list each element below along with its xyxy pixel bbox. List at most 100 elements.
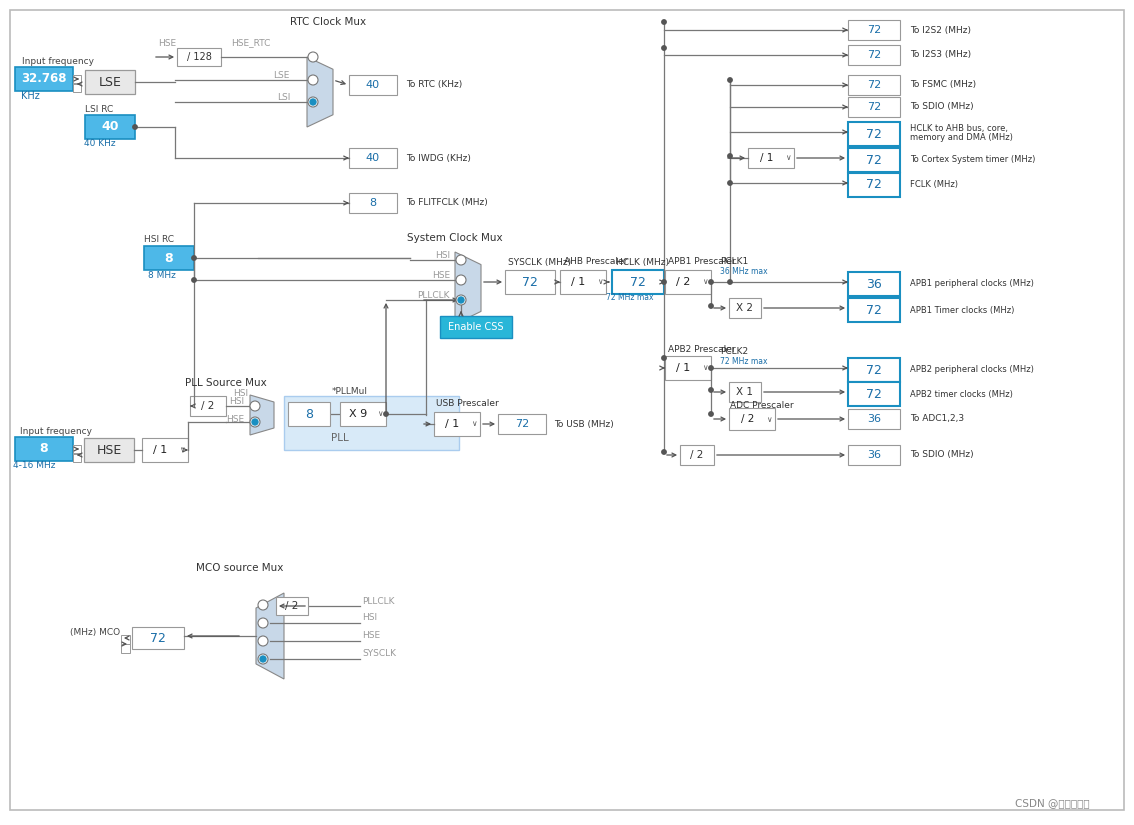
Text: X 2: X 2 xyxy=(736,303,753,313)
Text: CSDN @我是小白呀: CSDN @我是小白呀 xyxy=(1015,798,1090,808)
Text: X 9: X 9 xyxy=(349,409,367,419)
Text: 72: 72 xyxy=(866,178,882,191)
Circle shape xyxy=(709,365,713,370)
FancyBboxPatch shape xyxy=(848,445,900,465)
Circle shape xyxy=(259,654,268,664)
Text: SYSCLK (MHz): SYSCLK (MHz) xyxy=(508,257,572,266)
Text: APB1 Prescaler: APB1 Prescaler xyxy=(668,257,736,266)
Text: 8: 8 xyxy=(164,252,174,265)
FancyBboxPatch shape xyxy=(848,75,900,95)
FancyBboxPatch shape xyxy=(848,122,900,146)
Text: HSE: HSE xyxy=(158,39,176,48)
FancyBboxPatch shape xyxy=(848,97,900,117)
Text: / 1: / 1 xyxy=(760,153,773,163)
Text: 8: 8 xyxy=(305,408,313,421)
Text: Input frequency: Input frequency xyxy=(22,58,94,67)
Text: 72: 72 xyxy=(866,128,882,140)
Text: To I2S2 (MHz): To I2S2 (MHz) xyxy=(909,26,971,35)
Text: PLL Source Mux: PLL Source Mux xyxy=(185,378,266,388)
Text: ∨: ∨ xyxy=(785,153,790,163)
Circle shape xyxy=(456,275,466,285)
Circle shape xyxy=(456,295,466,305)
Text: 72: 72 xyxy=(515,419,530,429)
FancyBboxPatch shape xyxy=(73,445,81,453)
Text: HSE: HSE xyxy=(362,631,380,640)
FancyBboxPatch shape xyxy=(73,454,81,462)
Text: APB1 peripheral clocks (MHz): APB1 peripheral clocks (MHz) xyxy=(909,280,1034,289)
Text: PLL: PLL xyxy=(331,433,349,443)
Text: HSE: HSE xyxy=(96,444,121,456)
Text: 72: 72 xyxy=(866,153,882,167)
Circle shape xyxy=(249,417,260,427)
Text: To RTC (KHz): To RTC (KHz) xyxy=(406,81,463,89)
Text: To ADC1,2,3: To ADC1,2,3 xyxy=(909,414,964,423)
FancyBboxPatch shape xyxy=(288,402,330,426)
Circle shape xyxy=(249,401,260,411)
Text: 72: 72 xyxy=(866,80,881,90)
Polygon shape xyxy=(307,57,333,127)
FancyBboxPatch shape xyxy=(680,445,714,465)
FancyBboxPatch shape xyxy=(85,70,135,94)
FancyBboxPatch shape xyxy=(73,75,81,83)
FancyBboxPatch shape xyxy=(848,272,900,296)
Text: HCLK to AHB bus, core,: HCLK to AHB bus, core, xyxy=(909,124,1008,133)
FancyBboxPatch shape xyxy=(340,402,386,426)
Text: APB2 peripheral clocks (MHz): APB2 peripheral clocks (MHz) xyxy=(909,365,1034,375)
Text: 36: 36 xyxy=(868,414,881,424)
FancyBboxPatch shape xyxy=(349,148,397,168)
Text: 72: 72 xyxy=(866,364,882,376)
Text: Input frequency: Input frequency xyxy=(20,427,92,436)
Text: 40 KHz: 40 KHz xyxy=(84,139,116,148)
Circle shape xyxy=(709,388,713,392)
Circle shape xyxy=(709,280,713,284)
Text: AHB Prescaler: AHB Prescaler xyxy=(564,257,627,266)
Circle shape xyxy=(192,278,196,282)
Text: / 128: / 128 xyxy=(187,52,211,62)
Text: APB2 timer clocks (MHz): APB2 timer clocks (MHz) xyxy=(909,389,1013,398)
Text: X 1: X 1 xyxy=(736,387,753,397)
Text: / 2: / 2 xyxy=(691,450,704,460)
FancyBboxPatch shape xyxy=(505,270,555,294)
Text: ∨: ∨ xyxy=(702,277,708,286)
FancyBboxPatch shape xyxy=(498,414,545,434)
Text: To FLITFCLK (MHz): To FLITFCLK (MHz) xyxy=(406,199,488,208)
Text: / 2: / 2 xyxy=(202,401,214,411)
FancyBboxPatch shape xyxy=(665,356,711,380)
Text: *PLLMul: *PLLMul xyxy=(332,388,369,397)
Text: LSE: LSE xyxy=(273,70,290,79)
Circle shape xyxy=(728,153,733,158)
FancyBboxPatch shape xyxy=(85,115,135,139)
Circle shape xyxy=(458,297,464,303)
Circle shape xyxy=(252,419,259,425)
FancyBboxPatch shape xyxy=(848,358,900,382)
FancyBboxPatch shape xyxy=(177,48,221,66)
Text: KHz: KHz xyxy=(20,91,40,101)
Text: 8: 8 xyxy=(370,198,376,208)
FancyBboxPatch shape xyxy=(73,84,81,92)
FancyBboxPatch shape xyxy=(10,10,1124,810)
Text: / 1: / 1 xyxy=(572,277,585,287)
Text: PCLK2: PCLK2 xyxy=(720,347,748,356)
FancyBboxPatch shape xyxy=(560,270,606,294)
Text: ∨: ∨ xyxy=(179,446,185,455)
Text: To SDIO (MHz): To SDIO (MHz) xyxy=(909,102,974,111)
FancyBboxPatch shape xyxy=(848,409,900,429)
Text: FCLK (MHz): FCLK (MHz) xyxy=(909,181,958,190)
Text: HSE: HSE xyxy=(432,271,450,280)
Text: ADC Prescaler: ADC Prescaler xyxy=(730,402,794,411)
FancyBboxPatch shape xyxy=(848,298,900,322)
Text: / 1: / 1 xyxy=(153,445,168,455)
Text: PLLCLK: PLLCLK xyxy=(362,596,395,606)
Circle shape xyxy=(456,255,466,265)
Circle shape xyxy=(192,256,196,260)
Text: PCLK1: PCLK1 xyxy=(720,257,748,266)
Circle shape xyxy=(308,75,318,85)
FancyBboxPatch shape xyxy=(142,438,188,462)
Text: System Clock Mux: System Clock Mux xyxy=(407,233,502,243)
Circle shape xyxy=(662,450,666,455)
Text: 72: 72 xyxy=(522,276,538,289)
Circle shape xyxy=(662,356,666,361)
Text: ∨: ∨ xyxy=(702,364,708,373)
Text: To SDIO (MHz): To SDIO (MHz) xyxy=(909,450,974,460)
Text: HSI: HSI xyxy=(232,389,248,398)
